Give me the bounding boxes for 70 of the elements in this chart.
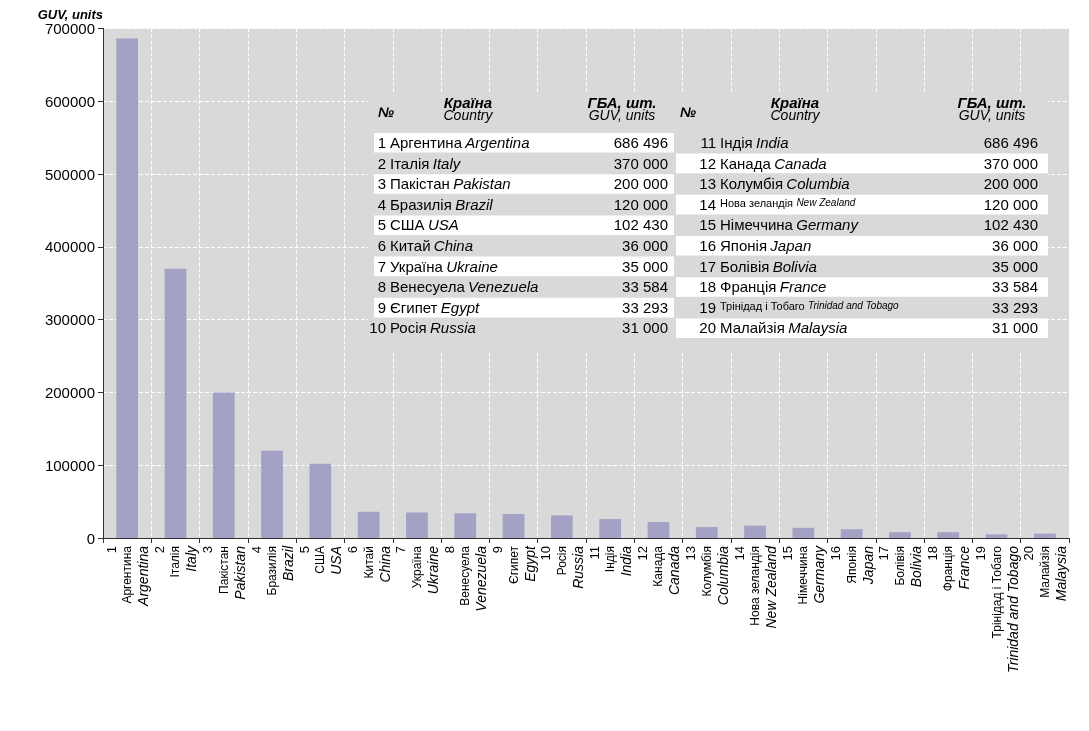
- text: 13 Колумбія Columbia 200 000: [699, 175, 1038, 193]
- x-tick-label: 2 Італія Italy: [151, 545, 200, 578]
- y-tick-label: 500000: [44, 165, 95, 183]
- bar: [599, 519, 622, 538]
- bar: [357, 511, 380, 538]
- text: 19 Трінідад і Тобаго Trinidad and Tobago 33 293: [699, 298, 1038, 316]
- x-tick-label: 10 Росія Russia: [538, 545, 586, 589]
- x-tick-label: 3 Пакістан Pakistan: [200, 545, 248, 600]
- text: 14 Нова зеландія New Zealand 120 000: [699, 195, 1038, 213]
- bar: [116, 38, 139, 538]
- x-tick-label: 13 Колумбія Columbia: [683, 545, 731, 606]
- text: 5 США USA 102 430: [377, 216, 668, 234]
- text: 6 Китай China 36 000: [377, 237, 668, 254]
- bar: [309, 463, 332, 538]
- x-tick-label: 12 Канада Canada: [634, 545, 683, 596]
- text: 11 Індія India 686 496: [700, 134, 1038, 151]
- text: № Країна Country ГБА, шт. GUV, units: [378, 94, 657, 123]
- text: № Країна Country ГБА, шт. GUV, units: [680, 94, 1027, 123]
- bar: [792, 527, 815, 538]
- bar: [937, 532, 960, 538]
- y-axis-title: GUV, units: [37, 7, 103, 22]
- x-tick-label: 16 Японія Japan: [828, 545, 876, 586]
- text: 18 Франція France 33 584: [699, 278, 1038, 296]
- y-tick-label: 200000: [44, 383, 95, 401]
- text: 16 Японія Japan 36 000: [699, 237, 1038, 254]
- bar: [550, 515, 573, 538]
- y-tick-label: 100000: [44, 456, 95, 474]
- bar: [212, 392, 235, 538]
- x-tick-label: 17 Болівія Bolivia: [876, 545, 924, 588]
- x-tick-label: 20 Малайзія Malaysia: [1021, 545, 1069, 602]
- bar: [261, 450, 283, 538]
- text: 7 Україна Ukraine 35 000: [377, 257, 668, 275]
- text: 9 Єгипет Egypt 33 293: [377, 298, 668, 316]
- y-tick-label: 400000: [44, 238, 95, 256]
- text: 17 Болівія Bolivia 35 000: [699, 257, 1038, 275]
- x-tick-label: 5 США USA: [296, 546, 345, 575]
- text: 10 Росія Russia 31 000: [369, 319, 668, 337]
- bar: [406, 512, 428, 538]
- text: 4 Бразилія Brazil 120 000: [377, 195, 668, 213]
- text: 1 Аргентина Argentina 686 496: [377, 134, 668, 151]
- x-tick-label: 18 Франція France: [924, 545, 973, 592]
- y-tick-label: 0: [86, 529, 95, 547]
- x-tick-label: 14 Нова зеландія New Zealand: [731, 544, 780, 629]
- bar: [744, 525, 766, 538]
- bar: [1033, 533, 1056, 538]
- x-tick-label: 8 Венесуела Venezuela: [441, 545, 490, 612]
- x-tick-label: 15 Німеччина Germany: [779, 545, 828, 605]
- text: 2 Італія Italy 370 000: [377, 154, 668, 172]
- bar: [889, 532, 911, 538]
- x-tick-label: 11 Індія India: [586, 545, 635, 577]
- bar: [647, 521, 670, 538]
- bar: [695, 527, 718, 538]
- bar: [502, 513, 525, 538]
- text: 20 Малайзія Malaysia 31 000: [699, 319, 1038, 337]
- x-tick-label: 6 Китай China: [345, 545, 393, 583]
- y-tick-label: 300000: [44, 311, 95, 329]
- bar: [164, 268, 187, 538]
- text: 12 Канада Canada 370 000: [699, 154, 1038, 172]
- text: 15 Німеччина Germany 102 430: [699, 216, 1038, 234]
- x-tick-label: 19 Трінідад і Тобаго Trinidad and Tobago: [973, 545, 1021, 673]
- x-tick-label: 1 Аргентина Argentina: [103, 545, 152, 607]
- bar: [454, 513, 477, 538]
- x-tick-label: 9 Єгипет Egypt: [490, 544, 538, 584]
- x-tick-label: 4 Бразилія Brazil: [248, 545, 297, 596]
- bar: [985, 534, 1008, 538]
- text: 3 Пакістан Pakistan 200 000: [377, 175, 668, 193]
- y-tick-label: 600000: [44, 92, 95, 110]
- bar: [840, 529, 863, 538]
- x-tick-label: 7 Україна Ukraine: [393, 545, 441, 595]
- text: 8 Венесуела Venezuela 33 584: [377, 278, 668, 296]
